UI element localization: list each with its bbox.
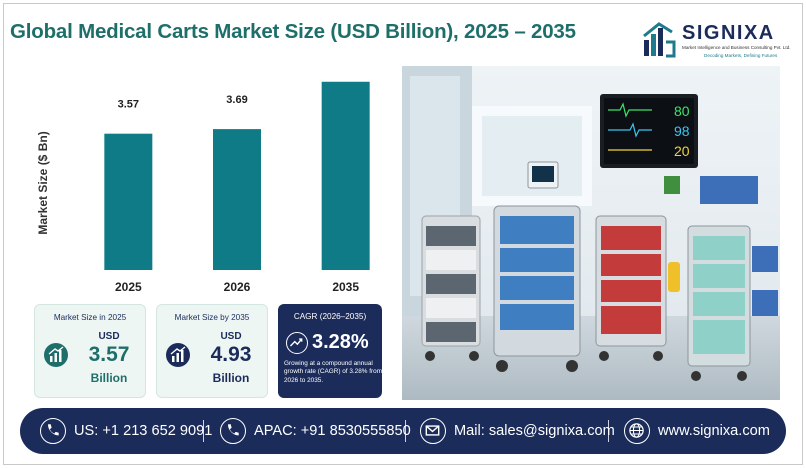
monitor-heart-rate: 80 bbox=[674, 103, 690, 119]
cart-blue bbox=[493, 161, 581, 372]
data-label-2026: 3.69 bbox=[226, 94, 247, 106]
footer-divider bbox=[203, 420, 204, 442]
bar-2035 bbox=[321, 81, 370, 270]
x-tick-label-2025: 2025 bbox=[115, 280, 142, 294]
email-text: Mail: sales@signixa.com bbox=[454, 423, 615, 439]
card-market-size-2025: Market Size in 2025 USD 3.57 Billion bbox=[34, 304, 146, 398]
monitor-oxygen: 98 bbox=[674, 123, 690, 139]
card-cagr: CAGR (2026–2035) 3.28% Growing at a comp… bbox=[278, 304, 382, 398]
card-title: Market Size by 2035 bbox=[174, 313, 250, 322]
card-value: 3.57 bbox=[88, 343, 130, 366]
growth-chart-icon bbox=[44, 343, 68, 367]
apac-phone-text: APAC: +91 8530555850 bbox=[254, 423, 411, 439]
card-title: CAGR (2026–2035) bbox=[293, 312, 367, 321]
footer-apac-phone[interactable]: APAC: +91 8530555850 bbox=[220, 417, 411, 445]
monitor-respiration: 20 bbox=[674, 143, 690, 159]
footer-website[interactable]: www.signixa.com bbox=[624, 417, 770, 445]
card-currency: USD bbox=[220, 331, 242, 342]
cart-teal bbox=[687, 176, 778, 381]
globe-icon bbox=[624, 418, 650, 444]
cart-red bbox=[595, 215, 680, 361]
card-currency: USD bbox=[98, 331, 120, 342]
brand-subtitle: Market Intelligence and Business Consult… bbox=[682, 45, 791, 50]
contact-footer: US: +1 213 652 9091 APAC: +91 8530555850… bbox=[20, 408, 786, 454]
cagr-value: 3.28% bbox=[312, 331, 369, 353]
cart-grey bbox=[421, 215, 481, 361]
infographic-frame bbox=[3, 3, 803, 465]
bar-2025 bbox=[104, 133, 153, 270]
website-text: www.signixa.com bbox=[658, 423, 770, 439]
card-market-size-2035: Market Size by 2035 USD 4.93 Billion bbox=[156, 304, 268, 398]
trend-up-icon bbox=[286, 332, 308, 354]
card-unit: Billion bbox=[212, 371, 250, 385]
growth-chart-icon bbox=[166, 343, 190, 367]
mail-icon bbox=[420, 418, 446, 444]
footer-email[interactable]: Mail: sales@signixa.com bbox=[420, 417, 615, 445]
brand-tagline: Decoding Markets, Defining Futures bbox=[704, 53, 778, 58]
us-phone-text: US: +1 213 652 9091 bbox=[74, 423, 213, 439]
x-tick-label-2035: 2035 bbox=[332, 280, 359, 294]
x-tick-label-2026: 2026 bbox=[224, 280, 251, 294]
medical-carts-photo: 80 98 20 bbox=[402, 66, 780, 400]
cagr-description: Growing at a compound annual growth rate… bbox=[284, 360, 383, 384]
brand-logo: SIGNIXA Market Intelligence and Business… bbox=[642, 18, 792, 64]
bar-2026 bbox=[213, 129, 261, 270]
card-unit: Billion bbox=[90, 371, 128, 385]
brand-name: SIGNIXA bbox=[682, 22, 775, 44]
card-value: 4.93 bbox=[210, 343, 252, 366]
footer-divider bbox=[405, 420, 406, 442]
phone-icon bbox=[40, 418, 66, 444]
footer-us-phone[interactable]: US: +1 213 652 9091 bbox=[40, 417, 212, 445]
phone-icon bbox=[220, 418, 246, 444]
summary-cards: Market Size in 2025 USD 3.57 Billion Mar… bbox=[34, 304, 382, 398]
page-title: Global Medical Carts Market Size (USD Bi… bbox=[10, 20, 576, 43]
data-label-2025: 3.57 bbox=[118, 99, 139, 111]
footer-divider bbox=[608, 420, 609, 442]
market-size-bar-chart: Market Size ($ Bn)3.5720253.6920264.9320… bbox=[36, 81, 370, 294]
card-title: Market Size in 2025 bbox=[53, 313, 127, 322]
signixa-logo-icon bbox=[643, 22, 676, 58]
y-axis-label: Market Size ($ Bn) bbox=[36, 131, 50, 234]
